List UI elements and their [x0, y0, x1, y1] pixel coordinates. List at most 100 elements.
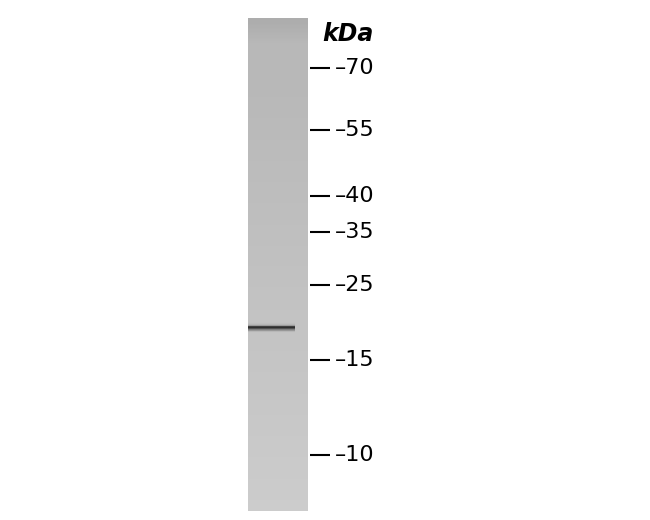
Bar: [248, 56, 308, 58]
Bar: [248, 497, 308, 498]
Bar: [248, 77, 308, 79]
Bar: [248, 389, 308, 391]
Bar: [248, 344, 308, 346]
Bar: [248, 495, 308, 497]
Bar: [248, 468, 308, 470]
Bar: [248, 415, 308, 417]
Bar: [248, 463, 308, 465]
Bar: [248, 28, 308, 30]
Bar: [248, 333, 308, 334]
Bar: [248, 377, 308, 379]
Bar: [248, 319, 308, 321]
Bar: [248, 201, 308, 203]
Bar: [248, 262, 308, 263]
Bar: [248, 403, 308, 405]
Bar: [248, 435, 308, 437]
Bar: [248, 313, 308, 315]
Bar: [248, 412, 308, 413]
Bar: [248, 285, 308, 287]
Bar: [248, 192, 308, 194]
Bar: [248, 29, 308, 31]
Bar: [248, 430, 308, 432]
Bar: [248, 373, 308, 375]
Bar: [248, 151, 308, 152]
Bar: [248, 305, 308, 306]
Bar: [248, 427, 308, 430]
Bar: [248, 147, 308, 149]
Bar: [248, 160, 308, 161]
Bar: [248, 103, 308, 105]
Bar: [248, 66, 308, 68]
Bar: [248, 369, 308, 370]
Bar: [248, 180, 308, 182]
Bar: [248, 460, 308, 461]
Bar: [248, 352, 308, 353]
Bar: [248, 408, 308, 410]
Bar: [248, 296, 308, 298]
Bar: [248, 152, 308, 154]
Bar: [248, 421, 308, 423]
Bar: [248, 237, 308, 239]
Bar: [248, 214, 308, 215]
Bar: [248, 370, 308, 371]
Bar: [248, 205, 308, 206]
Bar: [248, 209, 308, 211]
Bar: [248, 162, 308, 164]
Bar: [248, 477, 308, 478]
Bar: [248, 188, 308, 189]
Bar: [248, 27, 308, 28]
Bar: [248, 119, 308, 121]
Bar: [248, 72, 308, 74]
Bar: [248, 259, 308, 261]
Bar: [248, 271, 308, 273]
Bar: [248, 79, 308, 80]
Bar: [248, 419, 308, 421]
Bar: [248, 505, 308, 507]
Bar: [248, 266, 308, 268]
Bar: [248, 290, 308, 292]
Bar: [248, 402, 308, 404]
Bar: [248, 498, 308, 499]
Bar: [248, 178, 308, 179]
Bar: [248, 135, 308, 137]
Bar: [248, 324, 308, 326]
Bar: [248, 206, 308, 208]
Bar: [248, 126, 308, 128]
Bar: [248, 76, 308, 77]
Bar: [248, 380, 308, 381]
Bar: [248, 447, 308, 449]
Bar: [248, 125, 308, 127]
Bar: [248, 413, 308, 414]
Bar: [248, 360, 308, 362]
Bar: [248, 96, 308, 97]
Bar: [248, 130, 308, 132]
Bar: [248, 307, 308, 309]
Bar: [248, 425, 308, 427]
Bar: [248, 243, 308, 245]
Bar: [248, 354, 308, 356]
Bar: [248, 142, 308, 144]
Bar: [248, 100, 308, 102]
Bar: [248, 216, 308, 218]
Bar: [248, 157, 308, 159]
Bar: [248, 87, 308, 88]
Bar: [248, 42, 308, 43]
Bar: [248, 371, 308, 373]
Bar: [248, 429, 308, 431]
Bar: [248, 99, 308, 101]
Bar: [248, 248, 308, 250]
Bar: [248, 90, 308, 93]
Bar: [248, 503, 308, 504]
Bar: [248, 464, 308, 466]
Bar: [248, 97, 308, 98]
Bar: [248, 414, 308, 416]
Bar: [248, 340, 308, 342]
Bar: [248, 300, 308, 302]
Bar: [248, 346, 308, 348]
Bar: [248, 476, 308, 477]
Bar: [248, 64, 308, 67]
Bar: [248, 175, 308, 177]
Bar: [248, 239, 308, 241]
Bar: [248, 394, 308, 396]
Bar: [248, 279, 308, 280]
